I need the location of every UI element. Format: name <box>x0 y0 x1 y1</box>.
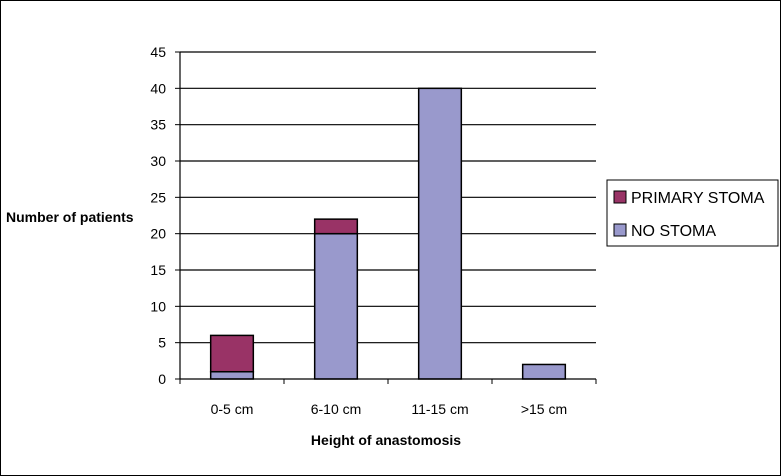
legend: PRIMARY STOMA NO STOMA <box>606 179 779 247</box>
bar-primary-stoma-1 <box>313 218 359 235</box>
y-tick-label-5: 5 <box>158 335 166 351</box>
legend-label-no-stoma: NO STOMA <box>631 223 716 240</box>
x-tick-label-2: 11-15 cm <box>411 401 468 417</box>
legend-swatch-primary-stoma <box>613 190 627 204</box>
y-tick-label-40: 40 <box>150 80 166 96</box>
gridlines <box>175 51 596 380</box>
axes <box>179 52 597 384</box>
y-tick-label-15: 15 <box>150 262 166 278</box>
y-axis-title: Number of patients <box>6 209 134 225</box>
y-tick-label-35: 35 <box>150 117 166 133</box>
y-tick-label-45: 45 <box>150 44 166 60</box>
x-tick-label-1: 6-10 cm <box>311 401 362 417</box>
y-tick-labels: 0 5 10 15 20 25 30 35 40 45 <box>150 44 166 387</box>
x-tick-labels: 0-5 cm 6-10 cm 11-15 cm >15 cm <box>211 401 568 417</box>
bar-no-stoma-0 <box>209 370 255 380</box>
y-tick-label-30: 30 <box>150 153 166 169</box>
bar-no-stoma-2 <box>417 87 463 380</box>
legend-label-primary-stoma: PRIMARY STOMA <box>631 190 765 207</box>
bar-no-stoma-1 <box>313 232 359 380</box>
bar-no-stoma-3 <box>521 363 567 380</box>
legend-box <box>606 179 779 247</box>
y-tick-label-25: 25 <box>150 189 166 205</box>
y-tick-label-10: 10 <box>150 298 166 314</box>
y-tick-label-20: 20 <box>150 226 166 242</box>
x-tick-label-3: >15 cm <box>521 401 567 417</box>
x-axis-title: Height of anastomosis <box>311 432 461 448</box>
legend-swatch-no-stoma <box>613 223 627 237</box>
bar-primary-stoma-0 <box>209 334 255 373</box>
y-tick-label-0: 0 <box>158 371 166 387</box>
bars <box>209 87 567 380</box>
x-tick-label-0: 0-5 cm <box>211 401 254 417</box>
